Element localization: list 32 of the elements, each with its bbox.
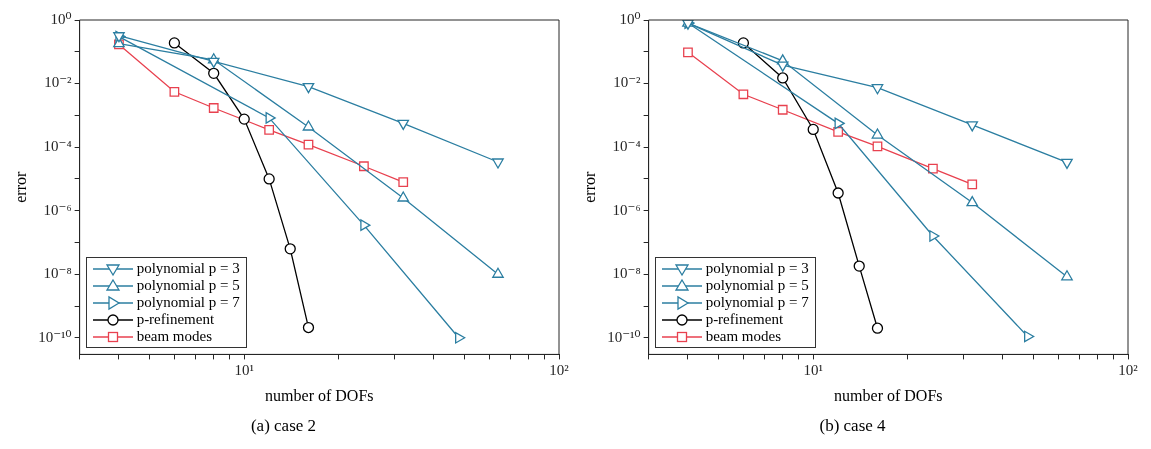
y-tick-label: 10⁻⁸: [612, 265, 641, 282]
text: (a) case 2: [250, 416, 317, 436]
y-tick-label: 10⁻⁴: [43, 138, 72, 155]
legend-label: polynomial p = 3: [705, 260, 809, 278]
y-axis-title: error: [580, 170, 598, 203]
x-axis-title: number of DOFs: [265, 387, 374, 405]
y-tick-label: 10⁻²: [44, 74, 73, 91]
legend-label: polynomial p = 5: [705, 277, 809, 295]
x-tick-label: 10¹: [803, 362, 823, 379]
x-tick-label: 10¹: [234, 362, 254, 379]
legend-label: beam modes: [705, 328, 782, 346]
x-tick-label: 10²: [549, 362, 570, 379]
legend-label: polynomial p = 3: [136, 260, 240, 278]
legend-label: p-refinement: [705, 311, 784, 329]
y-tick-label: 10⁻⁶: [43, 201, 72, 218]
y-tick-label: 10⁻¹⁰: [607, 328, 641, 345]
y-tick-label: 10⁰: [50, 10, 72, 27]
x-axis-title: number of DOFs: [834, 387, 943, 405]
y-tick-label: 10⁻⁶: [612, 201, 641, 218]
y-tick-label: 10⁻¹⁰: [38, 328, 72, 345]
legend-label: polynomial p = 5: [136, 277, 240, 295]
y-tick-label: 10⁻⁴: [612, 138, 641, 155]
legend-label: p-refinement: [136, 311, 215, 329]
y-tick-label: 10⁰: [619, 10, 641, 27]
x-tick-label: 10²: [1118, 362, 1139, 379]
y-tick-label: 10⁻²: [613, 74, 642, 91]
legend-label: beam modes: [136, 328, 213, 346]
legend-label: polynomial p = 7: [705, 294, 809, 312]
legend-label: polynomial p = 7: [136, 294, 240, 312]
text: (b) case 4: [819, 416, 887, 436]
y-tick-label: 10⁻⁸: [43, 265, 72, 282]
y-axis-title: error: [11, 170, 29, 203]
